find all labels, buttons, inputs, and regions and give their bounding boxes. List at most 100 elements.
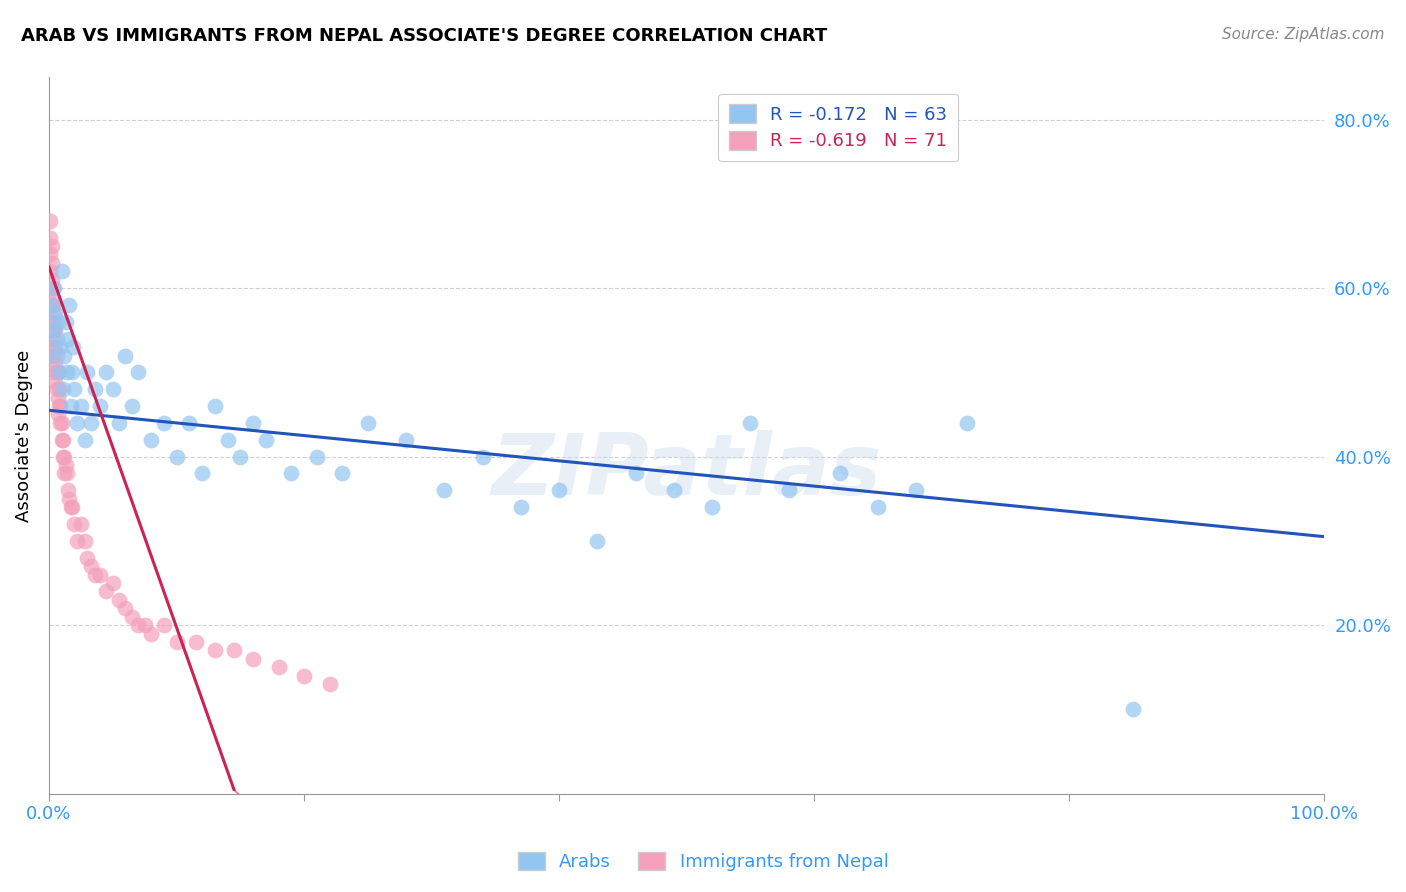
Point: [51, 433, 73, 447]
Point: [55, 458, 77, 472]
Point: [48, 382, 70, 396]
Point: [217, 433, 239, 447]
Point: [46, 391, 69, 405]
Point: [134, 618, 156, 632]
Point: [267, 660, 290, 674]
Point: [662, 483, 685, 498]
Point: [56, 332, 79, 346]
Point: [48, 399, 70, 413]
Point: [46, 408, 69, 422]
Point: [41, 239, 63, 253]
Point: [108, 592, 131, 607]
Point: [242, 416, 264, 430]
Point: [204, 399, 226, 413]
Point: [39, 247, 62, 261]
Point: [42, 323, 65, 337]
Point: [70, 516, 93, 531]
Text: ARAB VS IMMIGRANTS FROM NEPAL ASSOCIATE'S DEGREE CORRELATION CHART: ARAB VS IMMIGRANTS FROM NEPAL ASSOCIATE'…: [21, 27, 827, 45]
Point: [39, 230, 62, 244]
Point: [318, 677, 340, 691]
Point: [39, 213, 62, 227]
Point: [44, 323, 66, 337]
Point: [80, 416, 103, 430]
Point: [166, 635, 188, 649]
Point: [73, 533, 96, 548]
Legend: R = -0.172   N = 63, R = -0.619   N = 71: R = -0.172 N = 63, R = -0.619 N = 71: [718, 94, 959, 161]
Point: [242, 652, 264, 666]
Point: [114, 601, 136, 615]
Y-axis label: Associate's Degree: Associate's Degree: [15, 350, 32, 522]
Point: [83, 567, 105, 582]
Point: [83, 382, 105, 396]
Point: [41, 256, 63, 270]
Point: [42, 306, 65, 320]
Point: [292, 669, 315, 683]
Point: [55, 315, 77, 329]
Point: [51, 416, 73, 430]
Point: [828, 467, 851, 481]
Point: [42, 340, 65, 354]
Point: [121, 399, 143, 413]
Point: [76, 550, 98, 565]
Point: [49, 340, 72, 354]
Point: [778, 483, 800, 498]
Point: [624, 467, 647, 481]
Point: [41, 289, 63, 303]
Point: [229, 450, 252, 464]
Point: [956, 416, 979, 430]
Point: [44, 357, 66, 371]
Point: [121, 609, 143, 624]
Point: [59, 500, 82, 515]
Point: [60, 365, 83, 379]
Point: [108, 416, 131, 430]
Point: [509, 500, 531, 515]
Point: [41, 315, 63, 329]
Point: [70, 399, 93, 413]
Point: [45, 382, 67, 396]
Point: [53, 467, 76, 481]
Point: [471, 450, 494, 464]
Point: [42, 332, 65, 346]
Point: [73, 433, 96, 447]
Point: [179, 416, 201, 430]
Point: [89, 399, 111, 413]
Point: [53, 349, 76, 363]
Point: [58, 491, 80, 506]
Point: [42, 281, 65, 295]
Point: [56, 483, 79, 498]
Point: [44, 306, 66, 320]
Point: [39, 264, 62, 278]
Point: [46, 365, 69, 379]
Point: [39, 349, 62, 363]
Point: [53, 450, 76, 464]
Point: [127, 365, 149, 379]
Point: [62, 340, 84, 354]
Point: [49, 399, 72, 413]
Point: [905, 483, 928, 498]
Point: [114, 349, 136, 363]
Legend: Arabs, Immigrants from Nepal: Arabs, Immigrants from Nepal: [510, 845, 896, 879]
Point: [1122, 702, 1144, 716]
Point: [52, 382, 75, 396]
Point: [280, 467, 302, 481]
Point: [41, 298, 63, 312]
Point: [101, 382, 124, 396]
Point: [52, 450, 75, 464]
Point: [166, 450, 188, 464]
Point: [395, 433, 418, 447]
Point: [152, 618, 174, 632]
Point: [96, 584, 118, 599]
Text: ZIPatlas: ZIPatlas: [492, 430, 882, 513]
Point: [139, 433, 162, 447]
Point: [254, 433, 277, 447]
Point: [139, 626, 162, 640]
Point: [56, 365, 79, 379]
Point: [45, 349, 67, 363]
Point: [152, 416, 174, 430]
Point: [42, 298, 65, 312]
Point: [89, 567, 111, 582]
Point: [63, 382, 86, 396]
Point: [357, 416, 380, 430]
Point: [56, 467, 79, 481]
Point: [45, 365, 67, 379]
